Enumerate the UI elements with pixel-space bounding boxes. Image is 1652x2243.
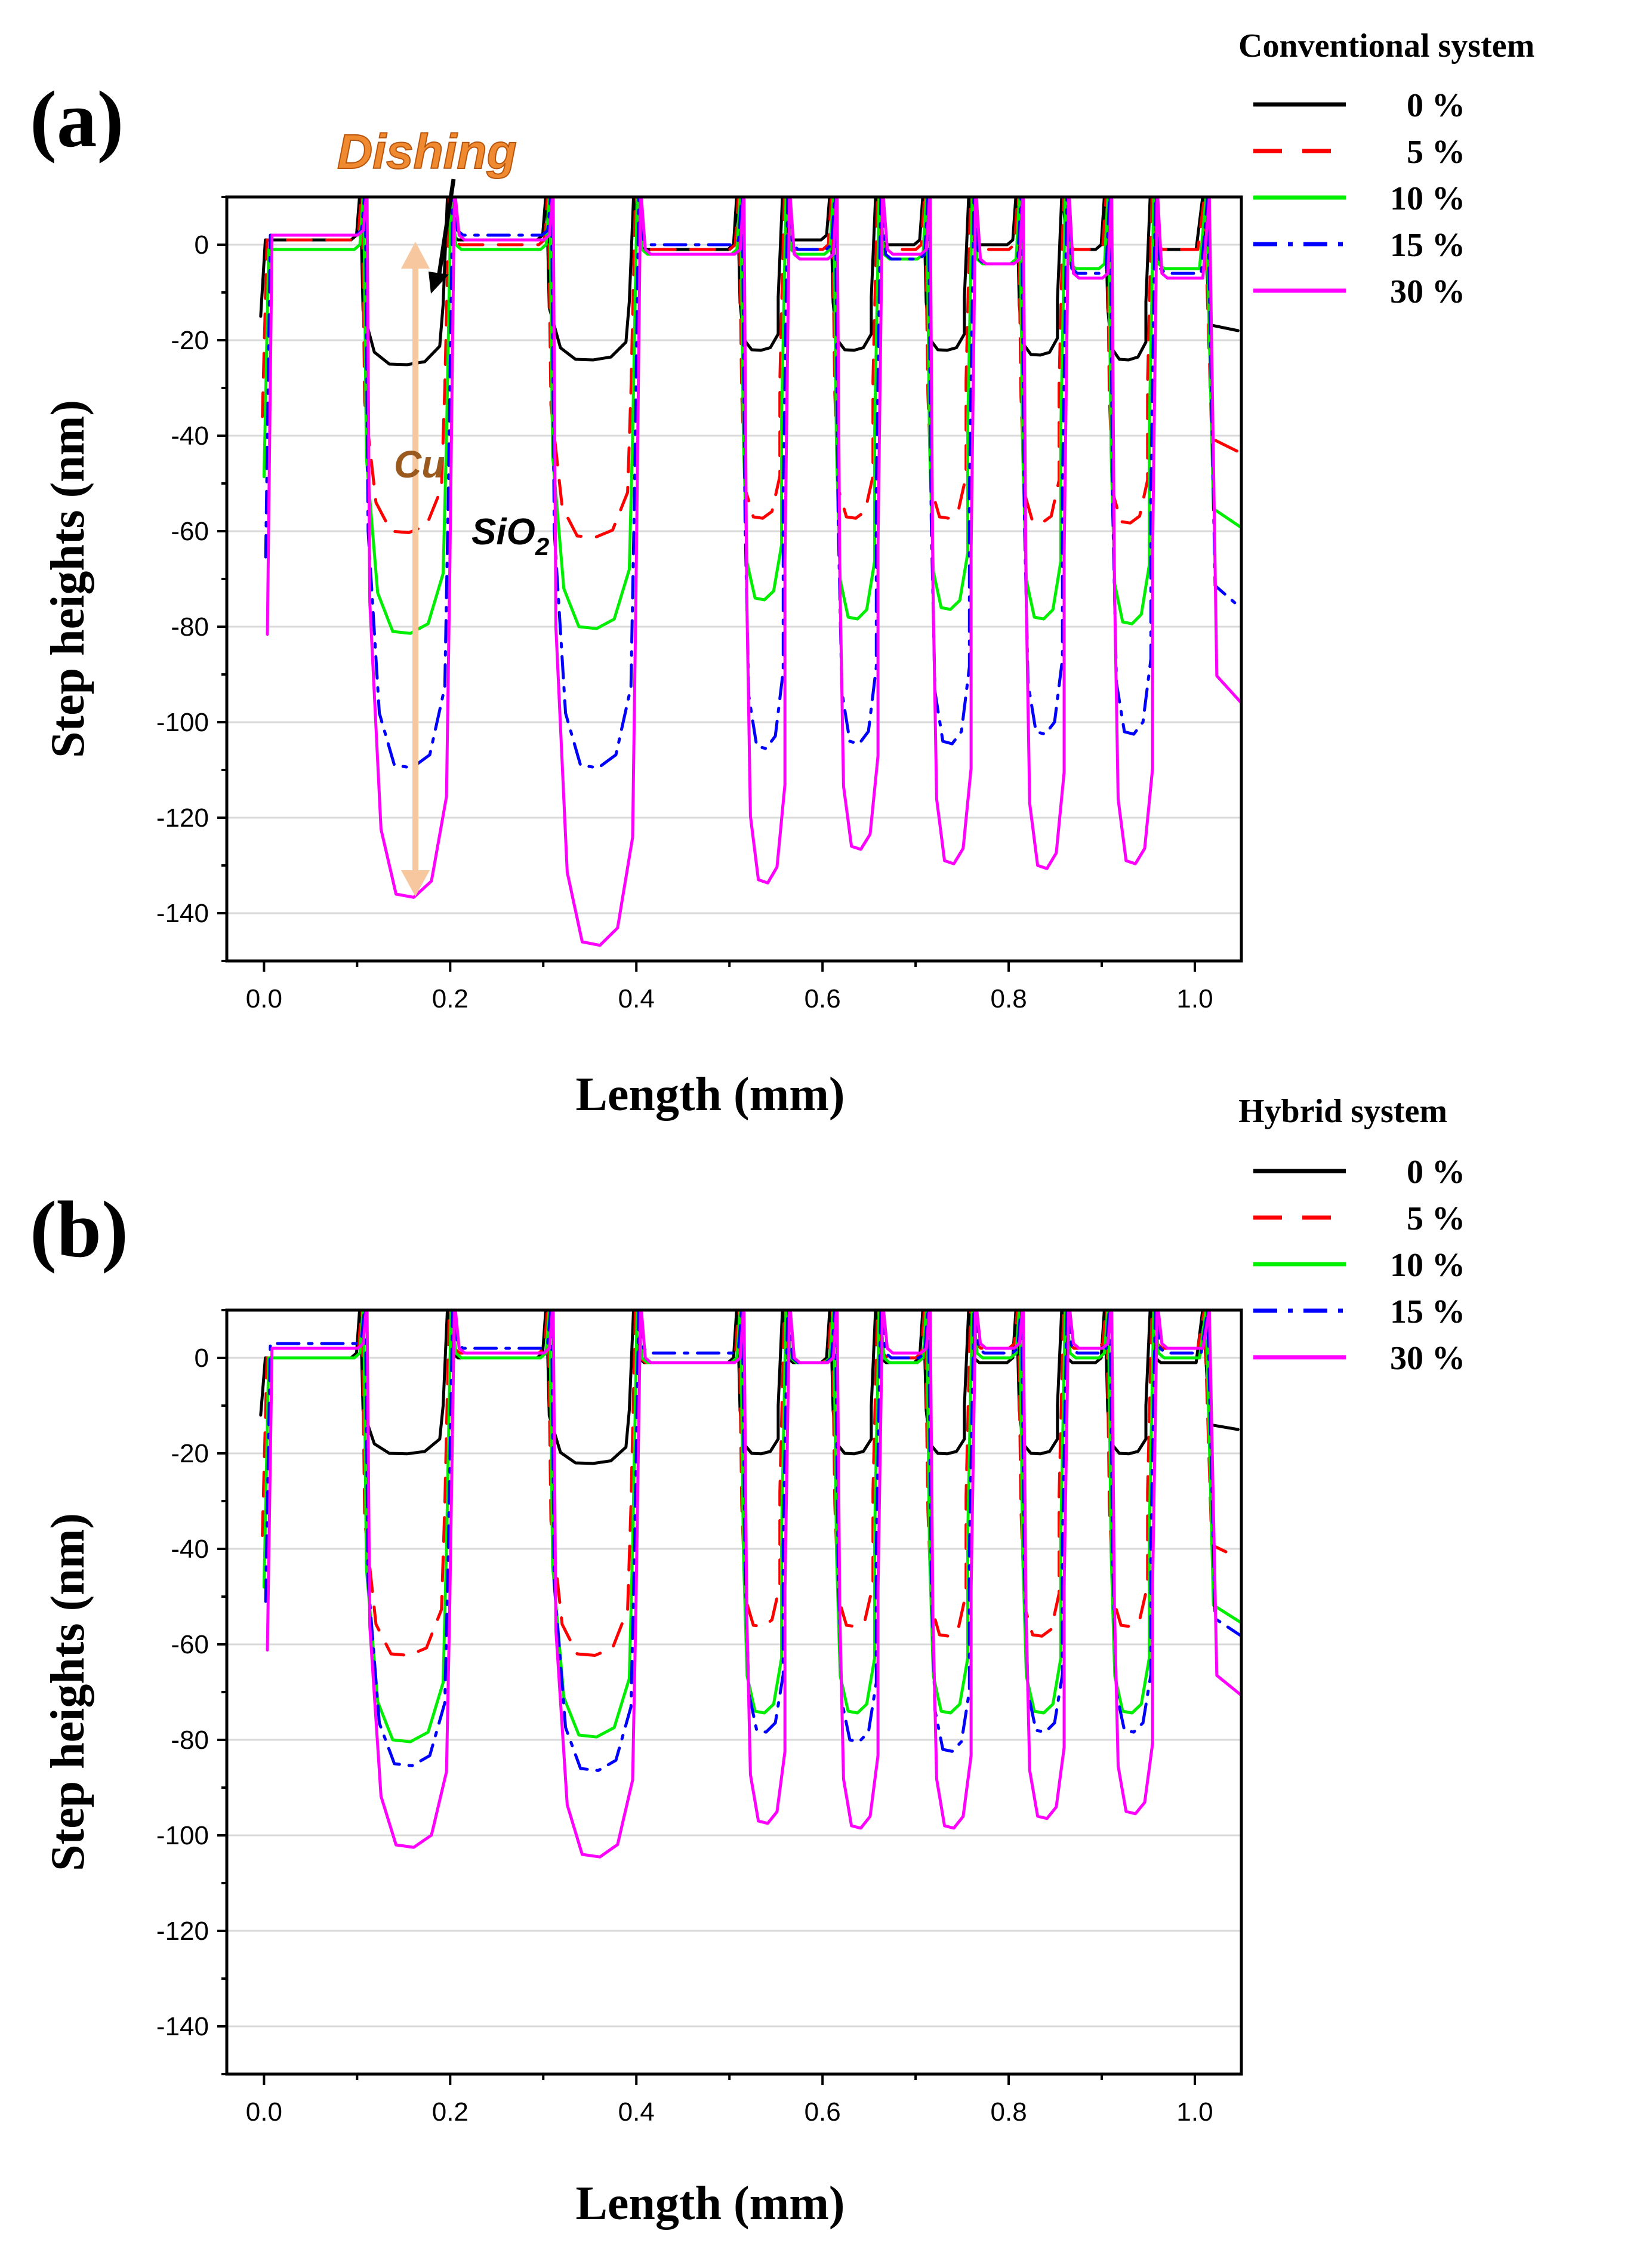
legend-label: 30 % [1390, 273, 1465, 310]
y-tick-label: -60 [171, 517, 209, 546]
x-tick-label: 1.0 [1176, 2097, 1213, 2127]
series-line-b-4 [266, 1310, 1241, 1859]
series-line-b-1 [261, 1310, 1241, 1657]
x-tick-label: 0.6 [805, 984, 841, 1013]
series-group-a [259, 197, 1241, 947]
y-tick-label: -20 [171, 1439, 209, 1468]
y-tick-label: -40 [171, 421, 209, 451]
legend-label: 10 % [1390, 1247, 1465, 1284]
x-tick-label: 0.8 [991, 984, 1027, 1013]
x-tick-label: 0.0 [246, 2097, 282, 2127]
cu-arrow-bottom-head [401, 870, 430, 896]
plot-area-a [227, 197, 1241, 961]
y-tick-label: 0 [195, 230, 209, 260]
series-group-b [259, 1310, 1241, 1859]
x-tick-label: 0.2 [432, 984, 469, 1013]
y-tick-label: -140 [156, 2012, 209, 2041]
panel-label-a: (a) [30, 75, 124, 164]
x-tick-label: 0.6 [805, 2097, 841, 2127]
series-line-a-3 [264, 197, 1241, 769]
y-tick-label: -80 [171, 612, 209, 642]
legend-label: 15 % [1390, 1293, 1465, 1330]
y-tick-label: -100 [156, 1821, 209, 1850]
cu-arrow-top-head [401, 242, 430, 269]
x-axis-label-b: Length (mm) [575, 2177, 845, 2230]
legend-label: 10 % [1390, 180, 1465, 217]
legend-b: Hybrid system 0 % 5 % 10 % 15 % 30 % [1238, 1093, 1465, 1377]
dishing-annotation: Dishing [337, 125, 517, 179]
y-tick-label: -140 [156, 899, 209, 928]
y-tick-label: -120 [156, 1917, 209, 1946]
x-tick-label: 1.0 [1176, 984, 1213, 1013]
dishing-arrow [436, 178, 456, 278]
cu-annotation: Cu [394, 443, 445, 486]
series-line-a-4 [266, 197, 1241, 947]
y-tick-label: -40 [171, 1535, 209, 1564]
ticks-b: 0 -20 -40 -60 -80 -100 -120 -140 0.0 0.2 0.4 0.6 0.8… [156, 1309, 1213, 2127]
x-tick-label: 0.8 [991, 2097, 1027, 2127]
y-tick-label: -20 [171, 326, 209, 355]
y-tick-label: -80 [171, 1726, 209, 1755]
x-axis-label-a: Length (mm) [575, 1068, 845, 1121]
ticks-a: 0 -20 -40 -60 -80 -100 -120 -140 0.0 0.2 0.4 0.6 0.8… [156, 196, 1213, 1013]
legend-label: 15 % [1390, 227, 1465, 264]
y-axis-label-a: Step heights (nm) [42, 400, 94, 758]
y-axis-label-b: Step heights (nm) [42, 1513, 94, 1871]
legend-label: 30 % [1390, 1340, 1465, 1377]
dishing-arrowhead [429, 272, 449, 294]
series-line-b-3 [264, 1310, 1241, 1772]
legend-a: Conventional system 0 % 5 % 10 % 15 % 30 % [1238, 27, 1534, 310]
sio2-annotation: SiO2 [471, 512, 549, 560]
x-tick-label: 0.4 [618, 984, 655, 1013]
x-tick-label: 0.4 [618, 2097, 655, 2127]
panel-b: (b) 0 -20 -40 -60 -80 -100 -120 -140 0.0 0.2 0.4 0.… [30, 1093, 1465, 2230]
x-tick-label: 0.0 [246, 984, 282, 1013]
legend-label: 0 % [1407, 87, 1465, 124]
y-tick-label: -100 [156, 708, 209, 737]
legend-label: 5 % [1407, 1200, 1465, 1237]
y-tick-label: 0 [195, 1344, 209, 1373]
plot-area-b [227, 1310, 1241, 2074]
legend-title-a: Conventional system [1238, 27, 1534, 64]
y-tick-label: -60 [171, 1630, 209, 1659]
legend-title-b: Hybrid system [1238, 1093, 1447, 1130]
y-tick-label: -120 [156, 803, 209, 833]
legend-label: 5 % [1407, 134, 1465, 171]
legend-label: 0 % [1407, 1154, 1465, 1191]
series-line-a-2 [262, 197, 1241, 635]
panel-a: (a) 0 -20 -40 -60 -80 -100 -120 -140 0.0 0.2 0.4 0.… [30, 27, 1534, 1121]
x-tick-label: 0.2 [432, 2097, 469, 2127]
panel-label-b: (b) [30, 1185, 128, 1274]
